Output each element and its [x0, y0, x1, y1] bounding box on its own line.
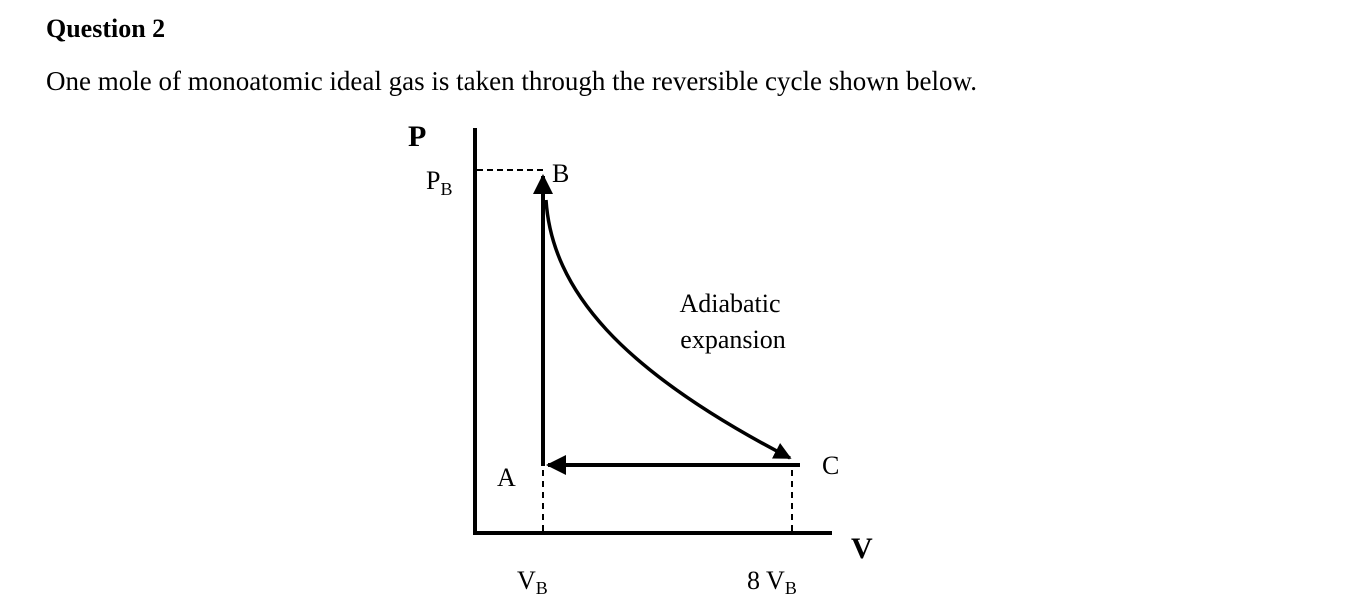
8vb-label: 8 VB [747, 566, 797, 598]
pb-main: P [426, 166, 440, 195]
vb-sub: B [536, 578, 548, 598]
vb-main: V [517, 566, 536, 595]
v-axis-label: V [851, 532, 873, 565]
question-title: Question 2 [46, 14, 165, 43]
point-a: A [497, 463, 516, 492]
question-text: One mole of monoatomic ideal gas is take… [46, 66, 977, 96]
process-label-2: expansion [680, 325, 785, 354]
point-c: C [822, 451, 839, 480]
8vb-sub: B [785, 578, 797, 598]
process-bc [544, 199, 792, 460]
p-axis-label: P [408, 120, 426, 153]
8vb-main: 8 V [747, 566, 785, 595]
pb-label: PB [426, 166, 452, 199]
vb-label: VB [517, 566, 548, 598]
pb-sub: B [440, 179, 452, 199]
point-b: B [552, 159, 569, 188]
process-label-1: Adiabatic [679, 289, 780, 318]
